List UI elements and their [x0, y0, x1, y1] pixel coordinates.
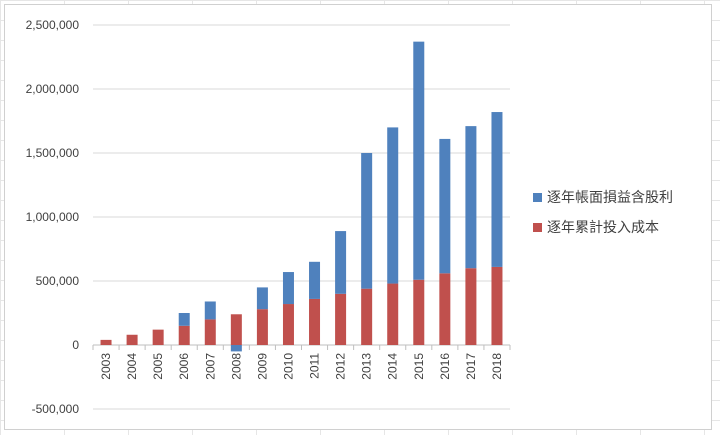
bar-gain-segment: [361, 153, 373, 289]
y-tick-label: 2,000,000: [26, 82, 80, 96]
bar-cost-segment: [152, 329, 164, 345]
bar-cost-segment: [100, 339, 112, 345]
x-tick-label: 2016: [438, 353, 452, 380]
x-tick-label: 2013: [360, 353, 374, 380]
bar-cost-segment: [204, 319, 216, 345]
y-tick-label: -500,000: [32, 402, 80, 416]
x-tick-label: 2014: [386, 353, 400, 380]
bar-gain-segment: [387, 127, 399, 284]
bar-cost-segment: [465, 268, 477, 345]
x-tick-label: 2008: [229, 353, 243, 380]
y-tick-label: 1,500,000: [26, 146, 80, 160]
bar-cost-segment: [230, 314, 242, 345]
x-tick-label: 2003: [99, 353, 113, 380]
bar-gain-segment: [282, 272, 294, 305]
bar-cost-segment: [335, 293, 347, 345]
legend-label: 逐年帳面損益含股利: [547, 189, 673, 205]
bar-gain-segment: [439, 138, 451, 274]
bar-gain-segment: [256, 287, 268, 310]
bar-gain-segment: [465, 126, 477, 269]
bar-cost-segment: [439, 273, 451, 345]
bar-gain-segment: [230, 345, 242, 352]
y-tick-label: 2,500,000: [26, 18, 80, 32]
bar-cost-segment: [126, 334, 138, 345]
bar-cost-segment: [387, 283, 399, 345]
x-tick-label: 2011: [308, 353, 322, 379]
x-tick-label: 2015: [412, 353, 426, 380]
x-tick-label: 2007: [203, 353, 217, 380]
bar-gain-segment: [178, 313, 190, 326]
y-tick-label: 0: [72, 338, 79, 352]
bar-cost-segment: [361, 288, 373, 345]
bar-cost-segment: [309, 298, 321, 345]
legend-swatch: [533, 223, 542, 232]
x-tick-label: 2005: [151, 353, 165, 380]
bar-cost-segment: [491, 266, 503, 345]
bar-gain-segment: [491, 112, 503, 267]
x-tick-label: 2010: [281, 353, 295, 380]
bar-gain-segment: [204, 301, 216, 320]
y-tick-label: 1,000,000: [26, 210, 80, 224]
x-tick-label: 2004: [125, 353, 139, 380]
x-tick-label: 2012: [334, 353, 348, 380]
bar-cost-segment: [256, 309, 268, 345]
x-tick-label: 2018: [490, 353, 504, 380]
bar-cost-segment: [178, 325, 190, 345]
bar-gain-segment: [335, 231, 347, 294]
bar-cost-segment: [282, 304, 294, 345]
x-tick-label: 2009: [255, 353, 269, 380]
bar-gain-segment: [413, 41, 425, 280]
y-tick-label: 500,000: [36, 274, 80, 288]
x-tick-label: 2017: [464, 353, 478, 380]
x-tick-label: 2006: [177, 353, 191, 380]
legend-label: 逐年累計投入成本: [547, 219, 659, 235]
legend-swatch: [533, 193, 542, 202]
bar-cost-segment: [413, 279, 425, 345]
bar-gain-segment: [309, 261, 321, 299]
